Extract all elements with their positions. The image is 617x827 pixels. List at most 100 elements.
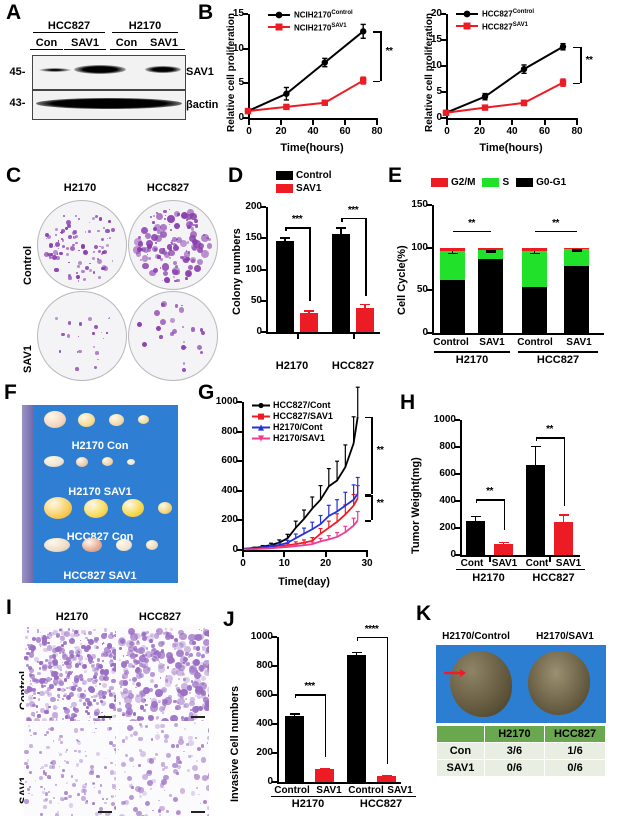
x-tick-label: 20 <box>275 126 287 137</box>
colony <box>88 221 91 224</box>
y-tick-label: 0 <box>422 327 428 338</box>
colony <box>186 214 193 221</box>
invasive-cell <box>176 810 181 815</box>
invasive-cell <box>123 801 127 805</box>
invasive-cell <box>95 678 99 683</box>
colony <box>152 221 155 224</box>
invasive-cell <box>155 627 163 635</box>
invasive-cell <box>74 646 77 649</box>
colony <box>149 215 152 218</box>
invasive-cell <box>171 670 177 675</box>
invasive-cell <box>114 747 116 752</box>
colony <box>144 232 152 240</box>
invasive-cell <box>138 646 146 654</box>
y-tick-label: 1000 <box>215 396 238 407</box>
panel-b-right-legend-1-sup: Control <box>512 9 535 15</box>
y-tick-label: 10 <box>232 42 244 54</box>
sig-bracket <box>356 636 387 639</box>
invasive-cell <box>208 772 209 776</box>
invasive-cell <box>36 679 40 683</box>
invasive-cell <box>27 666 32 670</box>
invasive-cell <box>38 751 42 754</box>
invasive-cell <box>46 730 50 734</box>
x-tick-label: 0 <box>240 558 246 569</box>
invasive-cell <box>119 647 122 650</box>
invasive-cell <box>57 737 61 741</box>
invasive-cell <box>85 697 90 703</box>
panel-f-label: F <box>4 381 17 404</box>
invasive-cell <box>73 678 79 683</box>
x-tick-label: 10 <box>278 558 290 569</box>
invasive-cell <box>35 637 42 643</box>
invasive-cell <box>57 687 61 691</box>
invasive-cell <box>183 676 190 684</box>
invasive-cell <box>92 801 95 805</box>
invasive-cell <box>162 711 165 714</box>
x-tick <box>478 120 481 125</box>
panel-j-group-h2170: H2170 <box>291 798 325 810</box>
invasive-cell <box>100 653 105 658</box>
invasive-cell <box>93 639 98 644</box>
colony <box>162 234 164 237</box>
invasive-cell <box>76 684 78 687</box>
invasive-cell <box>171 643 177 649</box>
invasive-cell <box>130 653 136 659</box>
invasive-cell <box>42 647 48 653</box>
invasive-cell <box>42 798 47 803</box>
y-tick-label: 15 <box>232 8 244 19</box>
x-tick <box>297 334 299 339</box>
x-tick-label: 60 <box>339 126 351 137</box>
invasive-cell <box>84 664 88 668</box>
colony <box>78 218 81 221</box>
invasive-cell <box>106 689 111 694</box>
colony <box>53 250 58 255</box>
panel-e-ylabel: Cell Cycle(%) <box>396 245 408 315</box>
invasive-cell <box>60 636 65 641</box>
colony <box>200 249 209 258</box>
invasive-cell <box>125 702 132 710</box>
invasive-cell <box>180 716 185 720</box>
invasive-cell <box>56 716 59 720</box>
invasive-cell <box>43 685 46 688</box>
y-axis <box>432 205 434 335</box>
invasive-cell <box>196 651 202 657</box>
invasive-cell <box>49 654 54 659</box>
invasive-cell <box>71 671 73 673</box>
significance-marker: **** <box>364 623 379 635</box>
invasive-cell <box>72 681 79 688</box>
bar <box>332 233 350 332</box>
invasive-cell <box>169 793 173 798</box>
colony <box>172 237 177 242</box>
invasive-cell <box>125 672 127 674</box>
invasive-cell <box>176 701 179 704</box>
invasive-cell <box>30 734 32 737</box>
panel-e: E G2/M S G0-G1 Cell Cycle(%) 0 50 100 150 **… <box>386 165 617 380</box>
colony <box>170 239 173 242</box>
invasive-cell <box>163 704 167 708</box>
invasive-cell <box>54 677 58 680</box>
invasive-cell <box>52 705 58 710</box>
invasive-cell <box>69 633 75 638</box>
invasive-cell <box>154 753 158 757</box>
invasive-cell <box>138 749 142 753</box>
invasive-cell <box>200 744 204 748</box>
invasive-cell <box>44 764 48 768</box>
invasive-cell <box>42 770 46 774</box>
invasive-cell <box>61 643 65 647</box>
invasive-cell <box>173 674 175 677</box>
invasive-cell <box>92 731 94 733</box>
invasive-cell <box>133 659 137 664</box>
invasive-cell <box>193 671 201 679</box>
invasive-cell <box>173 769 179 775</box>
sig-bracket <box>475 499 478 504</box>
invasive-cell <box>193 658 201 666</box>
invasive-cell <box>112 635 115 638</box>
invasive-cell <box>173 637 178 642</box>
colony <box>84 250 87 252</box>
invasive-cell <box>76 720 81 721</box>
y-tick <box>243 13 248 15</box>
invasive-cell <box>39 767 42 770</box>
invasive-cell <box>97 663 104 669</box>
invasive-cell <box>52 645 57 650</box>
tumor-specimen <box>138 415 149 424</box>
